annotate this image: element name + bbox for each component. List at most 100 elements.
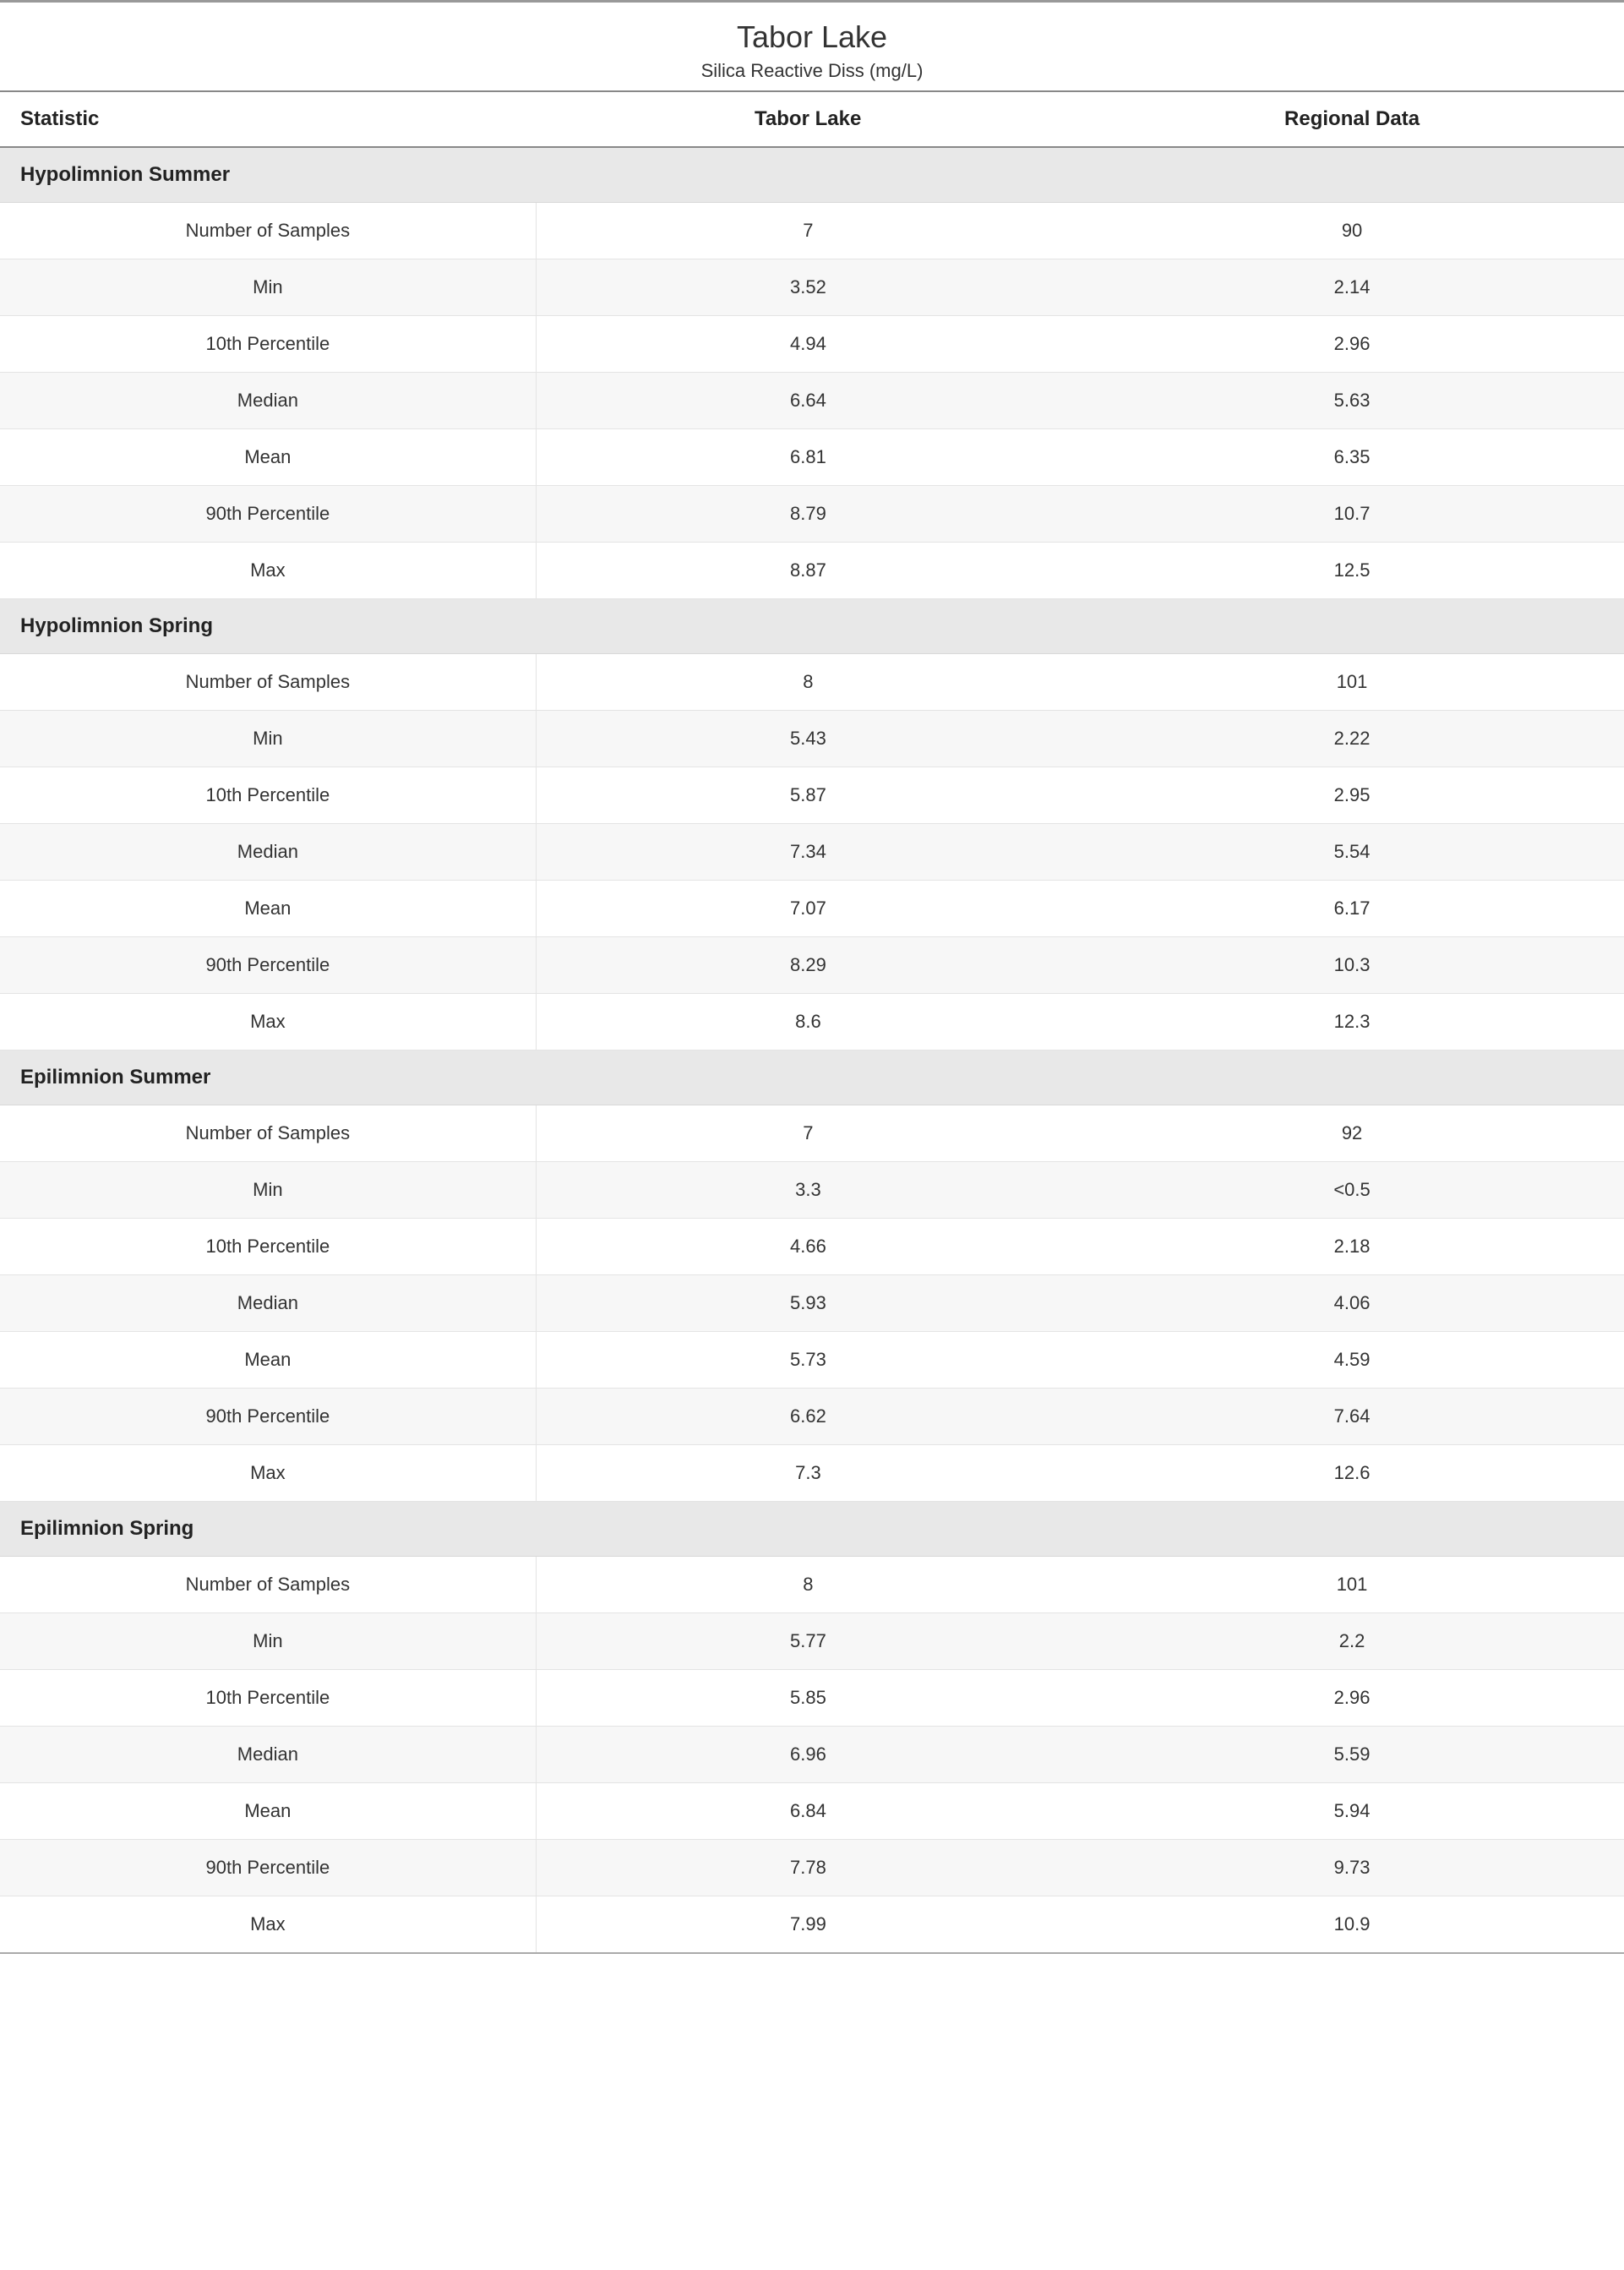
local-value-cell: 8.79 (536, 486, 1080, 543)
local-value-cell: 5.93 (536, 1275, 1080, 1332)
table-row: 10th Percentile4.942.96 (0, 316, 1624, 373)
local-value-cell: 5.73 (536, 1332, 1080, 1389)
stat-label-cell: Number of Samples (0, 203, 536, 259)
col-header-local: Tabor Lake (536, 91, 1080, 147)
local-value-cell: 7.07 (536, 881, 1080, 937)
stat-label-cell: 10th Percentile (0, 316, 536, 373)
regional-value-cell: 9.73 (1080, 1840, 1624, 1896)
stat-label-cell: 10th Percentile (0, 767, 536, 824)
regional-value-cell: 5.63 (1080, 373, 1624, 429)
regional-value-cell: 10.7 (1080, 486, 1624, 543)
table-row: Median5.934.06 (0, 1275, 1624, 1332)
table-row: Max8.8712.5 (0, 543, 1624, 599)
local-value-cell: 8.87 (536, 543, 1080, 599)
local-value-cell: 4.66 (536, 1219, 1080, 1275)
table-row: Median6.645.63 (0, 373, 1624, 429)
stat-label-cell: Mean (0, 1332, 536, 1389)
local-value-cell: 5.85 (536, 1670, 1080, 1727)
section-header-row: Epilimnion Summer (0, 1050, 1624, 1105)
stat-label-cell: Median (0, 1727, 536, 1783)
regional-value-cell: 2.2 (1080, 1613, 1624, 1670)
regional-value-cell: 10.9 (1080, 1896, 1624, 1954)
stat-label-cell: Mean (0, 1783, 536, 1840)
table-row: Number of Samples8101 (0, 1557, 1624, 1613)
regional-value-cell: 12.6 (1080, 1445, 1624, 1502)
table-body: Hypolimnion SummerNumber of Samples790Mi… (0, 147, 1624, 1953)
local-value-cell: 8 (536, 654, 1080, 711)
stat-label-cell: Max (0, 1445, 536, 1502)
regional-value-cell: 2.18 (1080, 1219, 1624, 1275)
table-row: 10th Percentile4.662.18 (0, 1219, 1624, 1275)
stat-label-cell: 90th Percentile (0, 937, 536, 994)
table-row: 90th Percentile6.627.64 (0, 1389, 1624, 1445)
local-value-cell: 5.87 (536, 767, 1080, 824)
section-header-row: Epilimnion Spring (0, 1502, 1624, 1557)
table-row: Median6.965.59 (0, 1727, 1624, 1783)
regional-value-cell: 101 (1080, 1557, 1624, 1613)
stat-label-cell: 10th Percentile (0, 1670, 536, 1727)
stat-label-cell: Number of Samples (0, 654, 536, 711)
report-title: Tabor Lake (0, 19, 1624, 55)
stat-label-cell: Median (0, 824, 536, 881)
section-header-cell: Hypolimnion Spring (0, 599, 1624, 654)
table-row: Mean6.816.35 (0, 429, 1624, 486)
col-header-regional: Regional Data (1080, 91, 1624, 147)
local-value-cell: 6.84 (536, 1783, 1080, 1840)
regional-value-cell: 10.3 (1080, 937, 1624, 994)
regional-value-cell: 92 (1080, 1105, 1624, 1162)
regional-value-cell: 2.14 (1080, 259, 1624, 316)
section-header-cell: Epilimnion Spring (0, 1502, 1624, 1557)
table-row: Median7.345.54 (0, 824, 1624, 881)
statistics-table: Statistic Tabor Lake Regional Data Hypol… (0, 90, 1624, 1954)
regional-value-cell: 101 (1080, 654, 1624, 711)
report-subtitle: Silica Reactive Diss (mg/L) (0, 60, 1624, 82)
table-row: Min5.772.2 (0, 1613, 1624, 1670)
regional-value-cell: 2.96 (1080, 316, 1624, 373)
section-header-cell: Hypolimnion Summer (0, 147, 1624, 203)
table-row: Number of Samples790 (0, 203, 1624, 259)
local-value-cell: 8.29 (536, 937, 1080, 994)
stat-label-cell: Max (0, 543, 536, 599)
regional-value-cell: 90 (1080, 203, 1624, 259)
local-value-cell: 4.94 (536, 316, 1080, 373)
regional-value-cell: 12.5 (1080, 543, 1624, 599)
regional-value-cell: 5.94 (1080, 1783, 1624, 1840)
local-value-cell: 7.3 (536, 1445, 1080, 1502)
local-value-cell: 8 (536, 1557, 1080, 1613)
table-row: Max8.612.3 (0, 994, 1624, 1050)
table-row: 90th Percentile8.7910.7 (0, 486, 1624, 543)
table-row: Mean5.734.59 (0, 1332, 1624, 1389)
table-header-row: Statistic Tabor Lake Regional Data (0, 91, 1624, 147)
regional-value-cell: 2.95 (1080, 767, 1624, 824)
local-value-cell: 5.77 (536, 1613, 1080, 1670)
table-row: 10th Percentile5.852.96 (0, 1670, 1624, 1727)
col-header-statistic: Statistic (0, 91, 536, 147)
table-row: Number of Samples8101 (0, 654, 1624, 711)
regional-value-cell: <0.5 (1080, 1162, 1624, 1219)
stat-label-cell: Min (0, 1162, 536, 1219)
table-row: Max7.312.6 (0, 1445, 1624, 1502)
regional-value-cell: 2.22 (1080, 711, 1624, 767)
local-value-cell: 7.99 (536, 1896, 1080, 1954)
local-value-cell: 6.96 (536, 1727, 1080, 1783)
regional-value-cell: 4.06 (1080, 1275, 1624, 1332)
stat-label-cell: Min (0, 711, 536, 767)
table-row: Number of Samples792 (0, 1105, 1624, 1162)
stat-label-cell: Min (0, 1613, 536, 1670)
statistics-report: Tabor Lake Silica Reactive Diss (mg/L) S… (0, 0, 1624, 1954)
stat-label-cell: 90th Percentile (0, 1389, 536, 1445)
local-value-cell: 7 (536, 203, 1080, 259)
stat-label-cell: Mean (0, 429, 536, 486)
section-header-cell: Epilimnion Summer (0, 1050, 1624, 1105)
table-row: 10th Percentile5.872.95 (0, 767, 1624, 824)
section-header-row: Hypolimnion Spring (0, 599, 1624, 654)
regional-value-cell: 12.3 (1080, 994, 1624, 1050)
title-block: Tabor Lake Silica Reactive Diss (mg/L) (0, 3, 1624, 90)
local-value-cell: 7 (536, 1105, 1080, 1162)
stat-label-cell: 10th Percentile (0, 1219, 536, 1275)
regional-value-cell: 6.17 (1080, 881, 1624, 937)
table-row: Mean7.076.17 (0, 881, 1624, 937)
section-header-row: Hypolimnion Summer (0, 147, 1624, 203)
stat-label-cell: Median (0, 373, 536, 429)
regional-value-cell: 4.59 (1080, 1332, 1624, 1389)
